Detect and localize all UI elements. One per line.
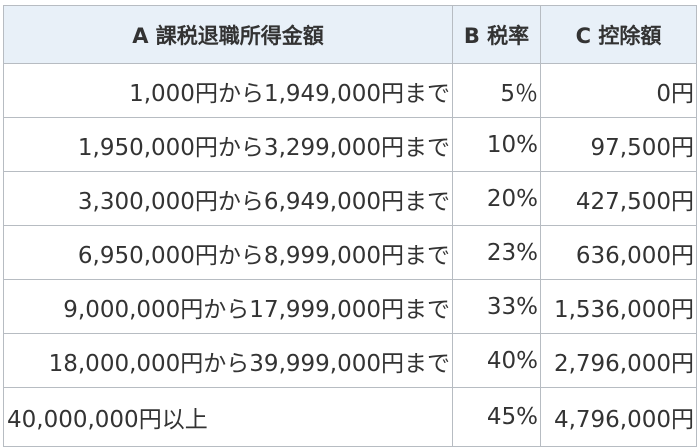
tax-rate-cell: 23% — [452, 225, 541, 280]
deduction-cell: 636,000円 — [540, 225, 697, 280]
table-row: 18,000,000円から39,999,000円まで 40% 2,796,000… — [3, 333, 697, 388]
tax-rate-cell: 40% — [452, 333, 541, 388]
income-range-cell: 6,950,000円から8,999,000円まで — [3, 225, 453, 280]
table-row: 1,000円から1,949,000円まで 5％ 0円 — [3, 63, 697, 118]
table-row: 6,950,000円から8,999,000円まで 23% 636,000円 — [3, 225, 697, 280]
header-tax-rate: B 税率 — [452, 5, 541, 64]
deduction-cell: 97,500円 — [540, 117, 697, 172]
table-row: 1,950,000円から3,299,000円まで 10% 97,500円 — [3, 117, 697, 172]
tax-rate-cell: 33% — [452, 279, 541, 334]
deduction-cell: 4,796,000円 — [540, 387, 697, 447]
table-row: 40,000,000円以上 45% 4,796,000円 — [3, 387, 697, 447]
header-deduction: C 控除額 — [540, 5, 697, 64]
income-range-cell: 40,000,000円以上 — [3, 387, 453, 447]
tax-rate-cell: 5％ — [452, 63, 541, 118]
deduction-cell: 1,536,000円 — [540, 279, 697, 334]
deduction-cell: 427,500円 — [540, 171, 697, 226]
deduction-cell: 2,796,000円 — [540, 333, 697, 388]
tax-rate-cell: 45% — [452, 387, 541, 447]
deduction-cell: 0円 — [540, 63, 697, 118]
income-range-cell: 1,950,000円から3,299,000円まで — [3, 117, 453, 172]
header-row: A 課税退職所得金額 B 税率 C 控除額 — [3, 5, 697, 64]
tax-rate-cell: 10% — [452, 117, 541, 172]
income-range-cell: 1,000円から1,949,000円まで — [3, 63, 453, 118]
income-range-cell: 18,000,000円から39,999,000円まで — [3, 333, 453, 388]
income-range-cell: 3,300,000円から6,949,000円まで — [3, 171, 453, 226]
header-taxable-income: A 課税退職所得金額 — [3, 5, 453, 64]
income-range-cell: 9,000,000円から17,999,000円まで — [3, 279, 453, 334]
table-row: 9,000,000円から17,999,000円まで 33% 1,536,000円 — [3, 279, 697, 334]
table-row: 3,300,000円から6,949,000円まで 20% 427,500円 — [3, 171, 697, 226]
tax-rate-cell: 20% — [452, 171, 541, 226]
tax-rate-table: A 課税退職所得金額 B 税率 C 控除額 1,000円から1,949,000円… — [3, 5, 697, 447]
